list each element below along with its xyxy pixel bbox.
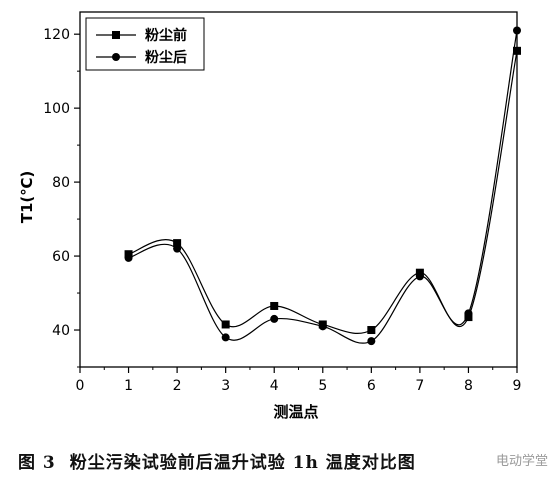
data-point [318, 322, 327, 331]
data-point [513, 26, 521, 35]
series-line [128, 50, 518, 334]
figure-number: 图 3 [18, 453, 56, 473]
series-1 [124, 46, 521, 335]
x-tick-label: 4 [270, 378, 279, 394]
legend-box [85, 17, 205, 71]
data-point [367, 326, 376, 335]
y-tick-label: 40 [52, 323, 70, 339]
series-layer [124, 26, 521, 346]
x-tick-label: 6 [367, 378, 376, 394]
figure-caption-text: 粉尘污染试验前后温升试验 1h 温度对比图 [69, 453, 416, 473]
x-tick-label: 2 [173, 378, 182, 394]
data-point [464, 309, 473, 318]
data-point [173, 239, 182, 248]
y-axis-label: T1(℃) [18, 171, 36, 224]
data-point [124, 253, 133, 262]
data-point [221, 320, 230, 329]
series-line [128, 30, 518, 344]
x-tick-label: 7 [415, 378, 424, 394]
x-tick-label: 5 [318, 378, 327, 394]
data-point [173, 244, 182, 253]
figure-caption: 图 3 粉尘污染试验前后温升试验 1h 温度对比图 [0, 448, 554, 473]
ticks: 0 1 2 3 4 5 6 7 8 9 40 60 80 100 120 [43, 27, 521, 394]
x-tick-label: 9 [513, 378, 522, 394]
legend-marker [112, 31, 120, 39]
data-point [415, 272, 424, 281]
series-2 [124, 26, 521, 346]
data-point [221, 333, 230, 342]
legend-label: 粉尘前 [145, 27, 187, 44]
x-tick-label: 0 [76, 378, 85, 394]
data-point [367, 337, 376, 346]
data-point [270, 314, 279, 323]
y-tick-label: 80 [52, 175, 70, 191]
y-tick-label: 120 [43, 27, 70, 43]
legend-marker [112, 53, 120, 61]
x-tick-label: 3 [221, 378, 230, 394]
x-tick-label: 1 [124, 378, 133, 394]
x-axis-label: 测温点 [273, 403, 318, 421]
legend-label: 粉尘后 [145, 49, 187, 66]
watermark: 电动学堂 [495, 454, 548, 469]
y-tick-label: 60 [52, 249, 70, 265]
y-tick-label: 100 [43, 101, 70, 117]
x-tick-label: 8 [464, 378, 473, 394]
data-point [513, 46, 521, 55]
data-point [270, 301, 279, 310]
